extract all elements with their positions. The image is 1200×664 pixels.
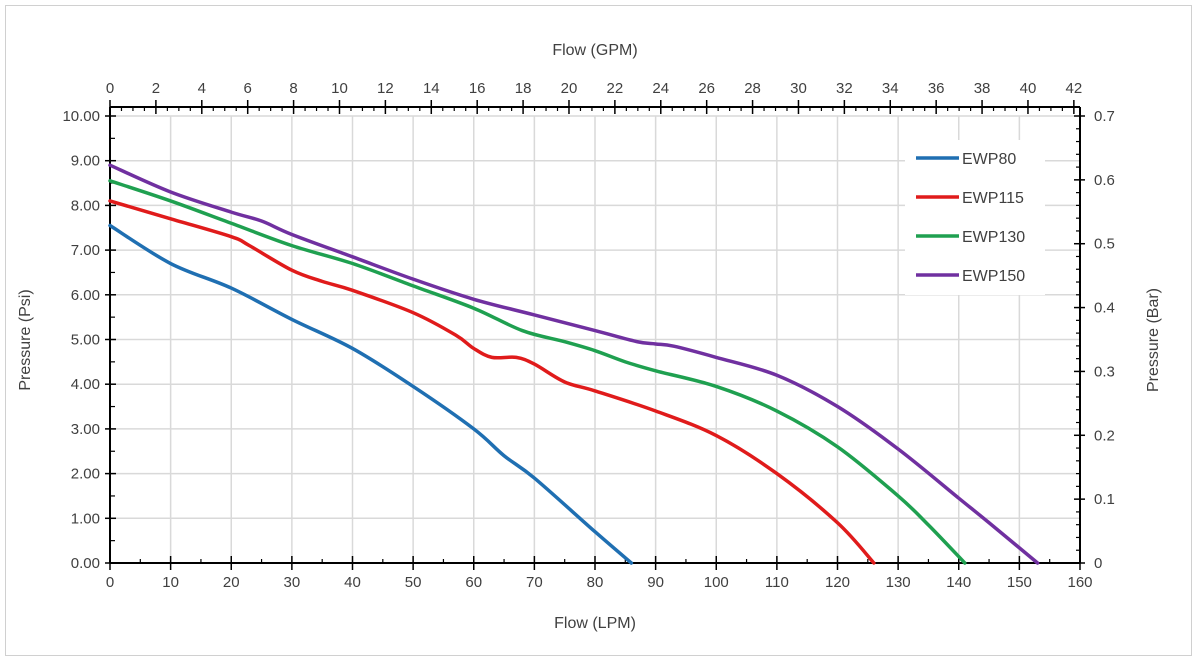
- x2-tick-label: 24: [652, 80, 669, 97]
- y2-tick-label: 0.2: [1094, 427, 1115, 444]
- x-tick-label: 20: [223, 574, 240, 591]
- x2-axis-label: Flow (GPM): [552, 42, 637, 59]
- x-tick-label: 60: [465, 574, 482, 591]
- x-tick-label: 50: [405, 574, 422, 591]
- x-axis-label: Flow (LPM): [554, 615, 636, 632]
- series-lines: [108, 163, 1040, 565]
- x-tick-label: 0: [106, 574, 114, 591]
- y-tick-label: 7.00: [71, 242, 100, 259]
- y2-tick-label: 0.5: [1094, 236, 1115, 253]
- x-tick-label: 120: [825, 574, 850, 591]
- series-line-ewp130: [108, 179, 967, 565]
- x-tick-label: 110: [765, 574, 789, 591]
- x2-tick-label: 28: [744, 80, 761, 97]
- x-tick-label: 100: [704, 574, 729, 591]
- x2-tick-label: 16: [469, 80, 486, 97]
- x-tick-label: 70: [526, 574, 543, 591]
- grid: [109, 115, 1081, 564]
- x2-tick-label: 30: [790, 80, 807, 97]
- legend-label-ewp115: EWP115: [962, 190, 1024, 207]
- x-tick-label: 150: [1007, 574, 1032, 591]
- y2-tick-label: 0.3: [1094, 363, 1115, 380]
- y2-tick-label: 0: [1094, 555, 1102, 572]
- chart-frame: [5, 5, 1192, 656]
- x2-tick-label: 42: [1066, 80, 1083, 97]
- y-axis-label: Pressure (Psi): [17, 289, 34, 390]
- y-tick-label: 8.00: [71, 197, 100, 214]
- legend-label-ewp130: EWP130: [962, 229, 1025, 246]
- x2-tick-label: 22: [607, 80, 624, 97]
- x2-tick-label: 40: [1020, 80, 1037, 97]
- x2-tick-label: 2: [152, 80, 160, 97]
- x2-tick-label: 20: [561, 80, 578, 97]
- x-tick-label: 130: [886, 574, 911, 591]
- x2-tick-label: 6: [244, 80, 252, 97]
- y-tick-label: 0.00: [71, 555, 100, 572]
- y2-tick-label: 0.1: [1094, 491, 1115, 508]
- x2-tick-label: 18: [515, 80, 532, 97]
- series-line-ewp115: [108, 199, 876, 565]
- x2-tick-label: 14: [423, 80, 440, 97]
- y-tick-label: 9.00: [71, 153, 100, 170]
- axes: 0 10 20 30 40 50 60 70 80 90 100 110 120 130 140 150 160…: [62, 80, 1114, 591]
- y-tick-label: 3.00: [71, 421, 100, 438]
- y2-tick-label: 0.4: [1094, 300, 1115, 317]
- legend-label-ewp150: EWP150: [962, 268, 1025, 285]
- x-tick-label: 160: [1067, 574, 1092, 591]
- legend-box: [905, 140, 1045, 295]
- y-tick-label: 10.00: [62, 108, 100, 125]
- legend: EWP80 EWP115 EWP130 EWP150: [905, 140, 1045, 295]
- series-line-ewp80: [108, 223, 634, 565]
- x2-tick-label: 38: [974, 80, 991, 97]
- y2-tick-label: 0.7: [1094, 108, 1115, 125]
- series-line-ewp150: [108, 163, 1040, 565]
- x2-tick-label: 0: [106, 80, 114, 97]
- x2-tick-label: 36: [928, 80, 945, 97]
- y-tick-label: 1.00: [71, 510, 100, 527]
- y-tick-label: 5.00: [71, 332, 100, 349]
- x-tick-label: 40: [344, 574, 361, 591]
- x-tick-label: 30: [284, 574, 301, 591]
- x-tick-label: 80: [587, 574, 604, 591]
- y-tick-label: 4.00: [71, 376, 100, 393]
- y-tick-label: 6.00: [71, 287, 100, 304]
- y2-tick-label: 0.6: [1094, 172, 1115, 189]
- x2-tick-label: 34: [882, 80, 899, 97]
- x-tick-label: 90: [647, 574, 664, 591]
- x2-tick-label: 12: [377, 80, 394, 97]
- x2-tick-label: 4: [198, 80, 206, 97]
- y-tick-label: 2.00: [71, 466, 100, 483]
- legend-label-ewp80: EWP80: [962, 151, 1016, 168]
- x2-tick-label: 32: [836, 80, 853, 97]
- x2-tick-label: 26: [698, 80, 715, 97]
- x-tick-label: 140: [946, 574, 971, 591]
- x2-tick-label: 8: [289, 80, 297, 97]
- y2-axis-label: Pressure (Bar): [1145, 288, 1162, 392]
- x-tick-label: 10: [162, 574, 179, 591]
- x2-tick-label: 10: [331, 80, 348, 97]
